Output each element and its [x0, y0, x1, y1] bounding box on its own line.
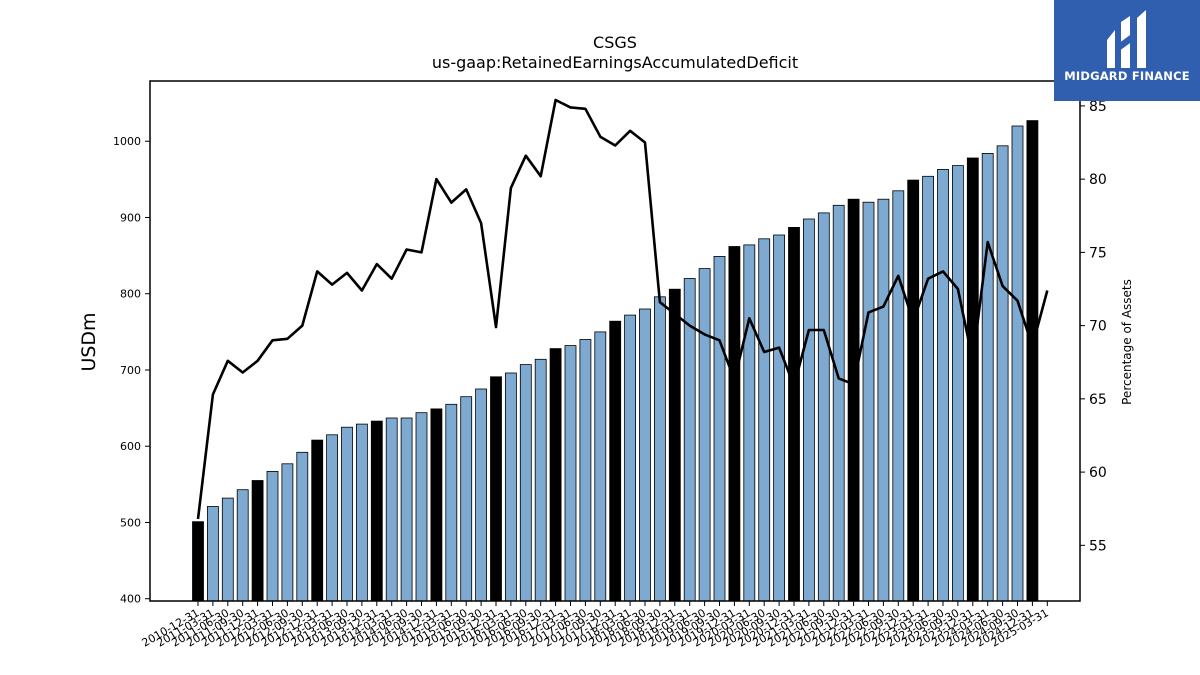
- bar: [981, 152, 994, 602]
- bar: [341, 426, 353, 602]
- bar: [877, 198, 890, 602]
- y2-tick-label: 70: [1089, 319, 1107, 335]
- bar: [445, 403, 458, 602]
- bar: [862, 201, 875, 602]
- bar: [803, 218, 815, 602]
- bar: [430, 408, 443, 602]
- bar: [817, 212, 830, 602]
- bar: [937, 168, 949, 602]
- y-axis-ticks: 400 500 600 700 800 900 1000: [113, 135, 150, 606]
- chart-subtitle: us-gaap:RetainedEarningsAccumulatedDefic…: [432, 53, 798, 72]
- line-path: [196, 98, 1049, 520]
- bar: [251, 480, 264, 602]
- y2-tick-label: 75: [1089, 245, 1107, 261]
- bar: [639, 308, 651, 602]
- bar: [609, 320, 622, 602]
- bar: [728, 246, 741, 602]
- y-tick-label: 800: [120, 288, 141, 301]
- bar: [758, 238, 771, 602]
- bar: [475, 388, 488, 602]
- bar: [549, 348, 562, 602]
- y2-axis-ticks: 55 60 65 70 75 80 85: [1080, 99, 1107, 554]
- y2-tick-label: 55: [1089, 538, 1107, 554]
- bar: [370, 420, 383, 602]
- y-tick-label: 400: [120, 593, 141, 606]
- bar: [296, 451, 309, 602]
- bar: [579, 339, 592, 602]
- bar: [668, 288, 681, 602]
- bar: [788, 226, 800, 602]
- bar: [490, 376, 502, 602]
- bar: [311, 439, 324, 602]
- bar: [1026, 120, 1039, 602]
- bar: [832, 204, 845, 602]
- bar: [519, 364, 532, 602]
- y2-axis-label: Percentage of Assets: [1120, 279, 1134, 405]
- bar: [698, 268, 711, 602]
- bar-series: [192, 120, 1039, 602]
- bar: [847, 198, 860, 602]
- bar: [415, 412, 428, 602]
- y-tick-label: 900: [120, 211, 141, 224]
- bar: [713, 255, 726, 602]
- y-tick-label: 700: [120, 364, 141, 377]
- y-tick-label: 600: [120, 440, 141, 453]
- midgard-logo-icon: [1107, 10, 1146, 68]
- bar: [192, 521, 204, 602]
- line-series: [196, 98, 1049, 520]
- bar: [654, 296, 666, 602]
- bar: [281, 463, 294, 602]
- chart-title: CSGS: [593, 33, 637, 52]
- brand-name: MIDGARD FINANCE: [1064, 69, 1190, 83]
- bar: [534, 358, 547, 602]
- bar: [996, 145, 1009, 602]
- bar: [266, 470, 279, 602]
- bar: [206, 506, 219, 602]
- bar: [892, 190, 905, 602]
- bar: [907, 179, 920, 602]
- bar: [221, 497, 234, 602]
- bar: [743, 244, 756, 602]
- bar: [922, 175, 934, 602]
- bar: [326, 434, 339, 602]
- bar: [355, 423, 368, 602]
- bar: [594, 331, 607, 602]
- bar: [773, 234, 785, 602]
- bar: [385, 417, 398, 602]
- bar: [1011, 125, 1024, 602]
- bar: [952, 165, 964, 602]
- bar: [564, 345, 577, 602]
- x-axis-ticks: 2010-12-312011-03-312011-06-302011-09-30…: [140, 601, 1051, 650]
- y2-tick-label: 60: [1089, 465, 1107, 481]
- bar: [460, 396, 473, 602]
- y-tick-label: 500: [120, 516, 141, 529]
- y2-tick-label: 85: [1089, 99, 1107, 115]
- bar: [966, 157, 979, 602]
- bar: [400, 417, 413, 602]
- y-axis-label: USDm: [78, 312, 100, 371]
- brand-logo: MIDGARD FINANCE: [1054, 0, 1200, 101]
- bar: [624, 314, 636, 602]
- bar: [236, 489, 249, 602]
- y2-tick-label: 80: [1089, 172, 1107, 188]
- bar: [504, 372, 517, 602]
- y-tick-label: 1000: [113, 135, 141, 148]
- y2-tick-label: 65: [1089, 392, 1107, 408]
